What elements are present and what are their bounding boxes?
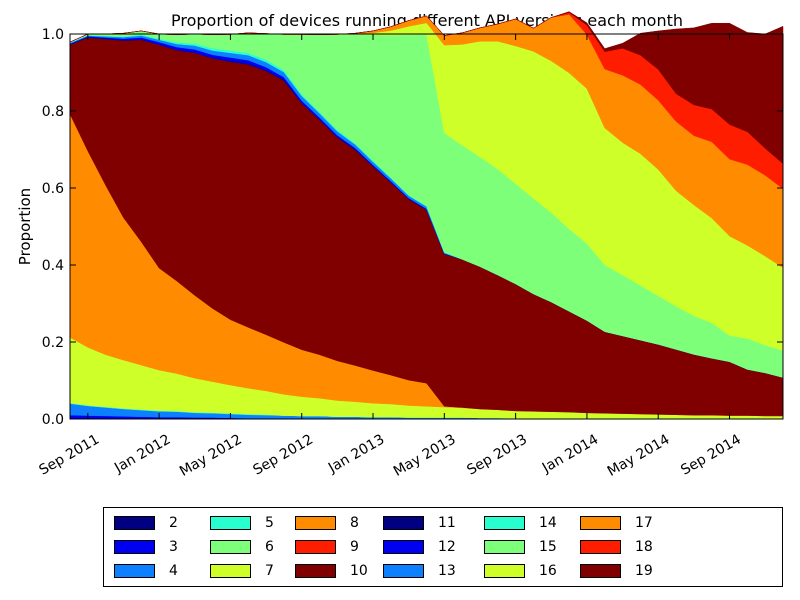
legend-swatch <box>580 540 621 554</box>
y-tick-label: 0.2 <box>42 335 64 351</box>
legend-label: 13 <box>438 563 456 579</box>
legend-item-17: 17 <box>580 513 653 533</box>
stacked-areas <box>69 11 784 420</box>
legend-label: 8 <box>350 515 359 531</box>
legend-swatch <box>295 564 336 578</box>
x-tick-label: May 2014 <box>605 431 673 479</box>
legend-swatch <box>383 540 424 554</box>
legend-item-15: 15 <box>484 537 557 557</box>
legend-item-18: 18 <box>580 537 653 557</box>
legend-label: 2 <box>169 515 178 531</box>
legend-item-8: 8 <box>295 513 359 533</box>
legend-label: 9 <box>350 539 359 555</box>
legend-swatch <box>580 564 621 578</box>
legend-item-16: 16 <box>484 561 557 581</box>
legend-item-12: 12 <box>383 537 456 557</box>
y-axis: 0.0 0.2 0.4 0.6 0.8 1.0 <box>42 27 783 428</box>
legend-item-13: 13 <box>383 561 456 581</box>
legend-item-9: 9 <box>295 537 359 557</box>
y-tick-label: 0.0 <box>42 412 64 428</box>
x-tick-label: Jan 2014 <box>539 431 601 476</box>
legend-item-4: 4 <box>114 561 178 581</box>
legend-item-3: 3 <box>114 537 178 557</box>
legend-item-6: 6 <box>210 537 274 557</box>
y-axis-label: Proportion <box>16 188 34 265</box>
legend-swatch <box>580 516 621 530</box>
legend-label: 3 <box>169 539 178 555</box>
y-tick-label: 0.6 <box>42 181 64 197</box>
legend-swatch <box>484 540 525 554</box>
x-tick-label: Jan 2013 <box>325 432 387 477</box>
legend-swatch <box>210 540 251 554</box>
x-tick-label: Sep 2013 <box>464 432 530 479</box>
legend-item-5: 5 <box>210 513 274 533</box>
legend-swatch <box>383 564 424 578</box>
legend-swatch <box>210 516 251 530</box>
x-tick-label: May 2013 <box>391 432 459 480</box>
legend-label: 16 <box>539 563 557 579</box>
y-tick-label: 1.0 <box>42 27 64 43</box>
legend-swatch <box>484 564 525 578</box>
legend-swatch <box>114 564 155 578</box>
y-tick-label: 0.4 <box>42 258 64 274</box>
y-tick-label: 0.8 <box>42 104 64 120</box>
legend-label: 4 <box>169 563 178 579</box>
legend-item-7: 7 <box>210 561 274 581</box>
legend-label: 17 <box>635 515 653 531</box>
x-tick-label: Sep 2014 <box>678 431 744 478</box>
legend-swatch <box>383 516 424 530</box>
legend-swatch <box>295 540 336 554</box>
legend-item-14: 14 <box>484 513 557 533</box>
legend-item-10: 10 <box>295 561 368 581</box>
legend-label: 15 <box>539 539 557 555</box>
legend-item-11: 11 <box>383 513 456 533</box>
x-tick-label: Jan 2012 <box>111 432 173 477</box>
legend-label: 6 <box>265 539 274 555</box>
legend-swatch <box>114 540 155 554</box>
legend-swatch <box>114 516 155 530</box>
legend-label: 19 <box>635 563 653 579</box>
plot-frame <box>69 33 784 420</box>
legend-label: 7 <box>265 563 274 579</box>
legend-item-2: 2 <box>114 513 178 533</box>
legend-label: 5 <box>265 515 274 531</box>
x-tick-label: Sep 2011 <box>37 432 103 479</box>
legend-item-19: 19 <box>580 561 653 581</box>
legend-label: 14 <box>539 515 557 531</box>
legend-swatch <box>295 516 336 530</box>
legend-label: 10 <box>350 563 368 579</box>
legend-label: 18 <box>635 539 653 555</box>
x-tick-label: Sep 2012 <box>250 432 316 479</box>
legend-swatch <box>484 516 525 530</box>
legend-label: 12 <box>438 539 456 555</box>
legend-label: 11 <box>438 515 456 531</box>
legend-swatch <box>210 564 251 578</box>
x-tick-label: May 2012 <box>177 432 245 480</box>
legend: 2 3 4 5 6 7 8 9 10 11 12 13 14 15 16 17 18 19 <box>103 507 783 587</box>
